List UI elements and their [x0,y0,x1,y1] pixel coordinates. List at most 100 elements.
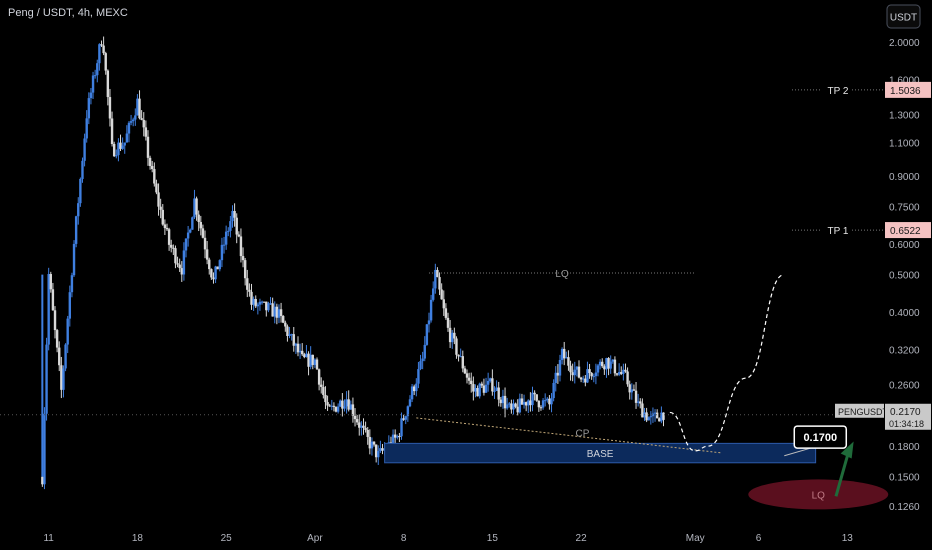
candle-body-179 [419,361,422,370]
candle-body-51 [148,157,152,167]
candle-body-105 [262,301,266,303]
candle-body-87 [224,231,228,245]
candle-body-13 [68,292,72,319]
candle-body-120 [294,343,298,346]
candle-body-288 [649,416,653,418]
currency-button[interactable]: USDT [886,4,921,29]
candle-body-253 [575,366,579,370]
candle-body-203 [470,380,473,385]
candle-body-283 [639,401,642,404]
candle-body-206 [476,388,479,397]
candle-body-249 [567,357,570,366]
candle-body-138 [332,405,336,407]
candle-body-259 [588,369,591,374]
candle-body-257 [584,378,587,383]
candle-body-29 [102,45,105,54]
candle-body-63 [174,248,177,264]
candle-body-107 [267,303,270,311]
y-tick-3: 1.1000 [889,138,920,149]
candle-body-144 [345,399,348,407]
candle-body-4 [49,274,52,290]
candle-body-151 [360,425,363,428]
candle-body-82 [214,266,217,280]
candle-body-18 [79,178,82,204]
candle-body-231 [529,400,532,406]
candle-body-127 [309,354,312,367]
candle-body-200 [463,368,467,374]
candle-body-214 [493,390,496,392]
candle-body-233 [533,392,536,395]
candle-body-266 [603,366,606,370]
candle-body-167 [393,434,397,438]
candle-body-60 [167,229,171,245]
currency-label: USDT [890,13,917,24]
candle-body-223 [512,403,515,410]
candle-body-22 [87,98,91,119]
candle-body-27 [98,44,101,64]
candle-body-196 [455,338,458,355]
candle-body-126 [307,353,310,367]
candle-body-174 [408,399,412,407]
candle-body-92 [235,217,238,235]
candle-body-226 [518,398,522,413]
candle-body-23 [89,92,93,99]
candle-body-263 [596,365,600,373]
candle-body-188 [438,277,441,290]
candle-body-66 [180,268,183,275]
y-tick-7: 0.5000 [889,271,920,282]
candle-body-7 [55,330,59,348]
candle-body-88 [227,230,230,232]
candle-body-34 [112,143,116,157]
projection-path [669,274,785,452]
candle-body-130 [315,359,319,370]
candle-body-213 [491,378,494,392]
candle-body-265 [601,361,604,367]
candle-body-258 [586,369,589,383]
arrow-shaft [834,451,851,497]
candle-body-279 [630,389,634,393]
candle-body-269 [609,361,612,369]
candle-body-271 [613,359,617,374]
x-tick-4: 8 [401,533,407,544]
x-tick-0: 11 [43,533,54,544]
lq-ellipse-label: LQ [812,490,826,501]
candle-body-237 [541,400,545,408]
candle-body-290 [653,412,657,414]
candle-body-171 [402,418,405,420]
candle-body-137 [330,405,333,407]
lq-ellipse [748,479,889,510]
candle-body-252 [573,369,576,376]
candle-body-39 [123,142,126,146]
candle-body-209 [482,385,486,393]
candle-body-125 [305,353,308,358]
candle-body-133 [322,386,325,395]
base-zone [384,442,817,464]
candle-body-215 [495,387,498,391]
candle-body-250 [569,365,572,373]
candle-body-102 [256,304,260,307]
candle-body-154 [366,429,369,437]
candle-body-81 [212,277,215,280]
symbol-tag-text: PENGUSDT [838,407,889,417]
candle-body-62 [172,247,175,249]
candle-body-77 [203,237,207,250]
candle-body-106 [265,301,268,311]
candle-body-228 [522,402,526,405]
candle-body-64 [176,263,179,265]
candle-body-210 [484,384,488,393]
candle-body-246 [560,348,564,361]
symbol-tag-bg [835,403,884,418]
candle-body-1 [43,413,46,485]
candle-body-86 [222,244,226,246]
candle-body-40 [125,133,129,143]
candle-body-147 [351,404,355,416]
candle-body-35 [115,155,118,157]
candle-body-44 [134,115,137,120]
candle-body-65 [178,264,181,269]
candle-body-136 [328,405,331,407]
candles-layer [41,36,665,490]
candle-body-109 [271,303,274,317]
candle-body-47 [140,118,143,120]
candle-body-59 [165,228,169,230]
